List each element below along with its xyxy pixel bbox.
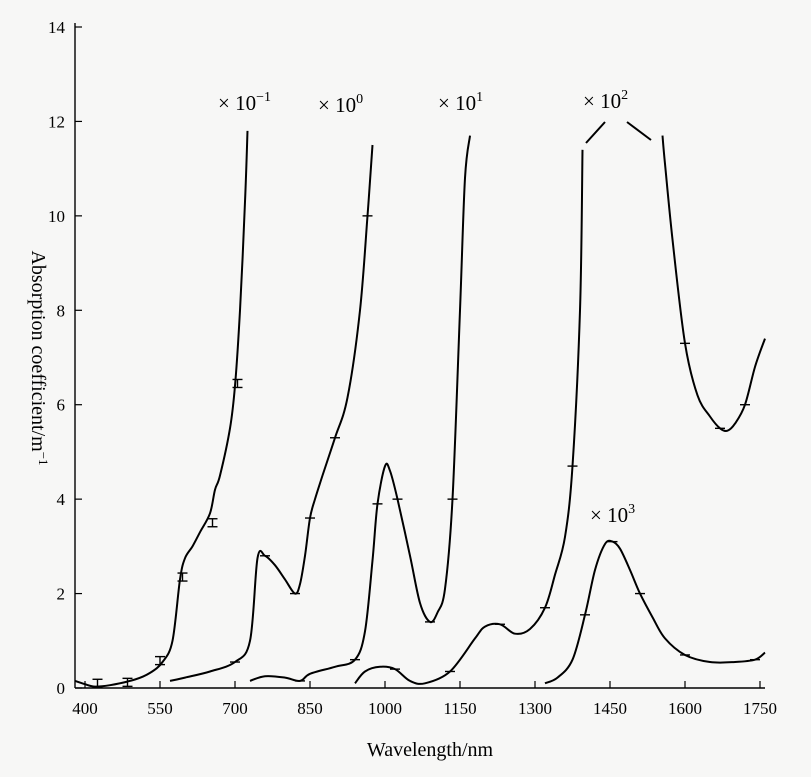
x-tick-label: 850 <box>297 699 323 718</box>
scale-annotation: × 10−1 <box>218 90 271 115</box>
x-tick-label: 1150 <box>443 699 476 718</box>
series-line-0 <box>74 130 249 688</box>
y-tick-label: 12 <box>48 112 65 131</box>
x-tick-label: 1750 <box>743 699 777 718</box>
series-line-3 <box>354 149 584 685</box>
x-tick-label: 700 <box>222 699 248 718</box>
y-tick-label: 2 <box>57 585 66 604</box>
y-tick-label: 6 <box>57 396 66 415</box>
annotations: × 10−1 × 100 × 101 × 102 × 103 <box>218 88 652 527</box>
annotation-leader <box>585 121 606 144</box>
series-line-5 <box>544 539 766 685</box>
y-tick-label: 0 <box>57 679 66 698</box>
axes: 400 550 700 850 1000 1150 1300 1450 1600 1750 0 2 4 6… <box>48 18 777 718</box>
curves <box>74 130 766 688</box>
y-tick-label: 8 <box>57 301 66 320</box>
scale-annotation: × 102 <box>583 88 628 113</box>
scale-annotation: × 100 <box>318 92 363 117</box>
x-axis-title: Wavelength/nm <box>367 739 494 761</box>
series-line-2 <box>249 135 471 682</box>
x-tick-label: 1300 <box>518 699 552 718</box>
x-tick-label: 1600 <box>668 699 702 718</box>
x-tick-label: 400 <box>72 699 98 718</box>
x-tick-label: 1450 <box>593 699 627 718</box>
y-axis-title-main: Absorption coefficient/m <box>27 250 49 452</box>
annotation-leader <box>626 121 652 141</box>
x-tick-label: 1000 <box>368 699 402 718</box>
scale-annotation: × 101 <box>438 90 483 115</box>
y-axis-title-superscript: −1 <box>36 452 51 466</box>
y-tick-label: 4 <box>57 490 66 509</box>
series-line-1 <box>169 144 374 682</box>
scale-annotation: × 103 <box>590 502 635 527</box>
y-tick-label: 10 <box>48 207 65 226</box>
x-tick-label: 550 <box>147 699 173 718</box>
y-tick-label: 14 <box>48 18 66 37</box>
series-line-4 <box>661 135 766 432</box>
y-axis-title: Absorption coefficient/m−1 <box>27 250 51 465</box>
error-bars <box>92 215 760 688</box>
